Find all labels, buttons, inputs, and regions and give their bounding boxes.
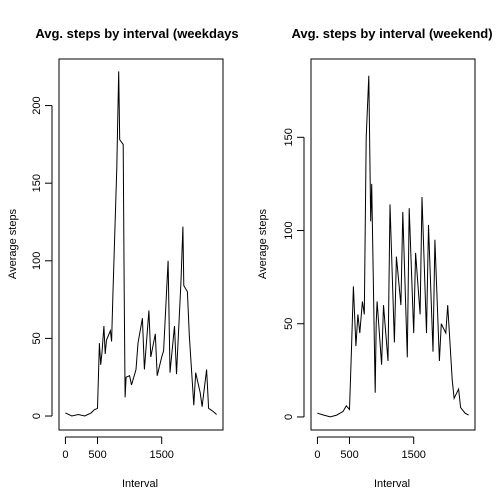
chart-title: Avg. steps by interval (weekend): [291, 26, 492, 41]
x-tick-label: 0: [314, 449, 320, 461]
y-tick-label: 50: [31, 332, 43, 344]
y-tick-label: 0: [283, 414, 295, 420]
y-axis-label: Average steps: [7, 208, 19, 279]
weekdays-panel: Avg. steps by interval (weekdays Interva…: [7, 26, 239, 490]
y-tick-label: 200: [31, 96, 43, 114]
weekend-panel: Avg. steps by interval (weekend) Interva…: [257, 26, 493, 490]
plot-frame: [311, 59, 475, 430]
x-tick-label: 0: [62, 449, 68, 461]
series-line: [65, 71, 216, 416]
y-tick-label: 100: [31, 252, 43, 270]
chart-title: Avg. steps by interval (weekdays: [35, 26, 238, 41]
x-tick-label: 500: [340, 449, 358, 461]
x-tick-label: 1500: [149, 449, 173, 461]
x-axis-label: Interval: [122, 478, 158, 490]
y-axis-label: Average steps: [257, 208, 269, 279]
x-axis-label: Interval: [374, 478, 410, 490]
y-tick-label: 50: [283, 318, 295, 330]
y-tick-label: 150: [283, 128, 295, 146]
series-line: [317, 76, 468, 417]
y-tick-label: 150: [31, 174, 43, 192]
y-tick-label: 0: [31, 413, 43, 419]
plot-frame: [59, 59, 223, 430]
x-tick-label: 1500: [401, 449, 425, 461]
x-tick-label: 500: [88, 449, 106, 461]
y-tick-label: 100: [283, 221, 295, 239]
